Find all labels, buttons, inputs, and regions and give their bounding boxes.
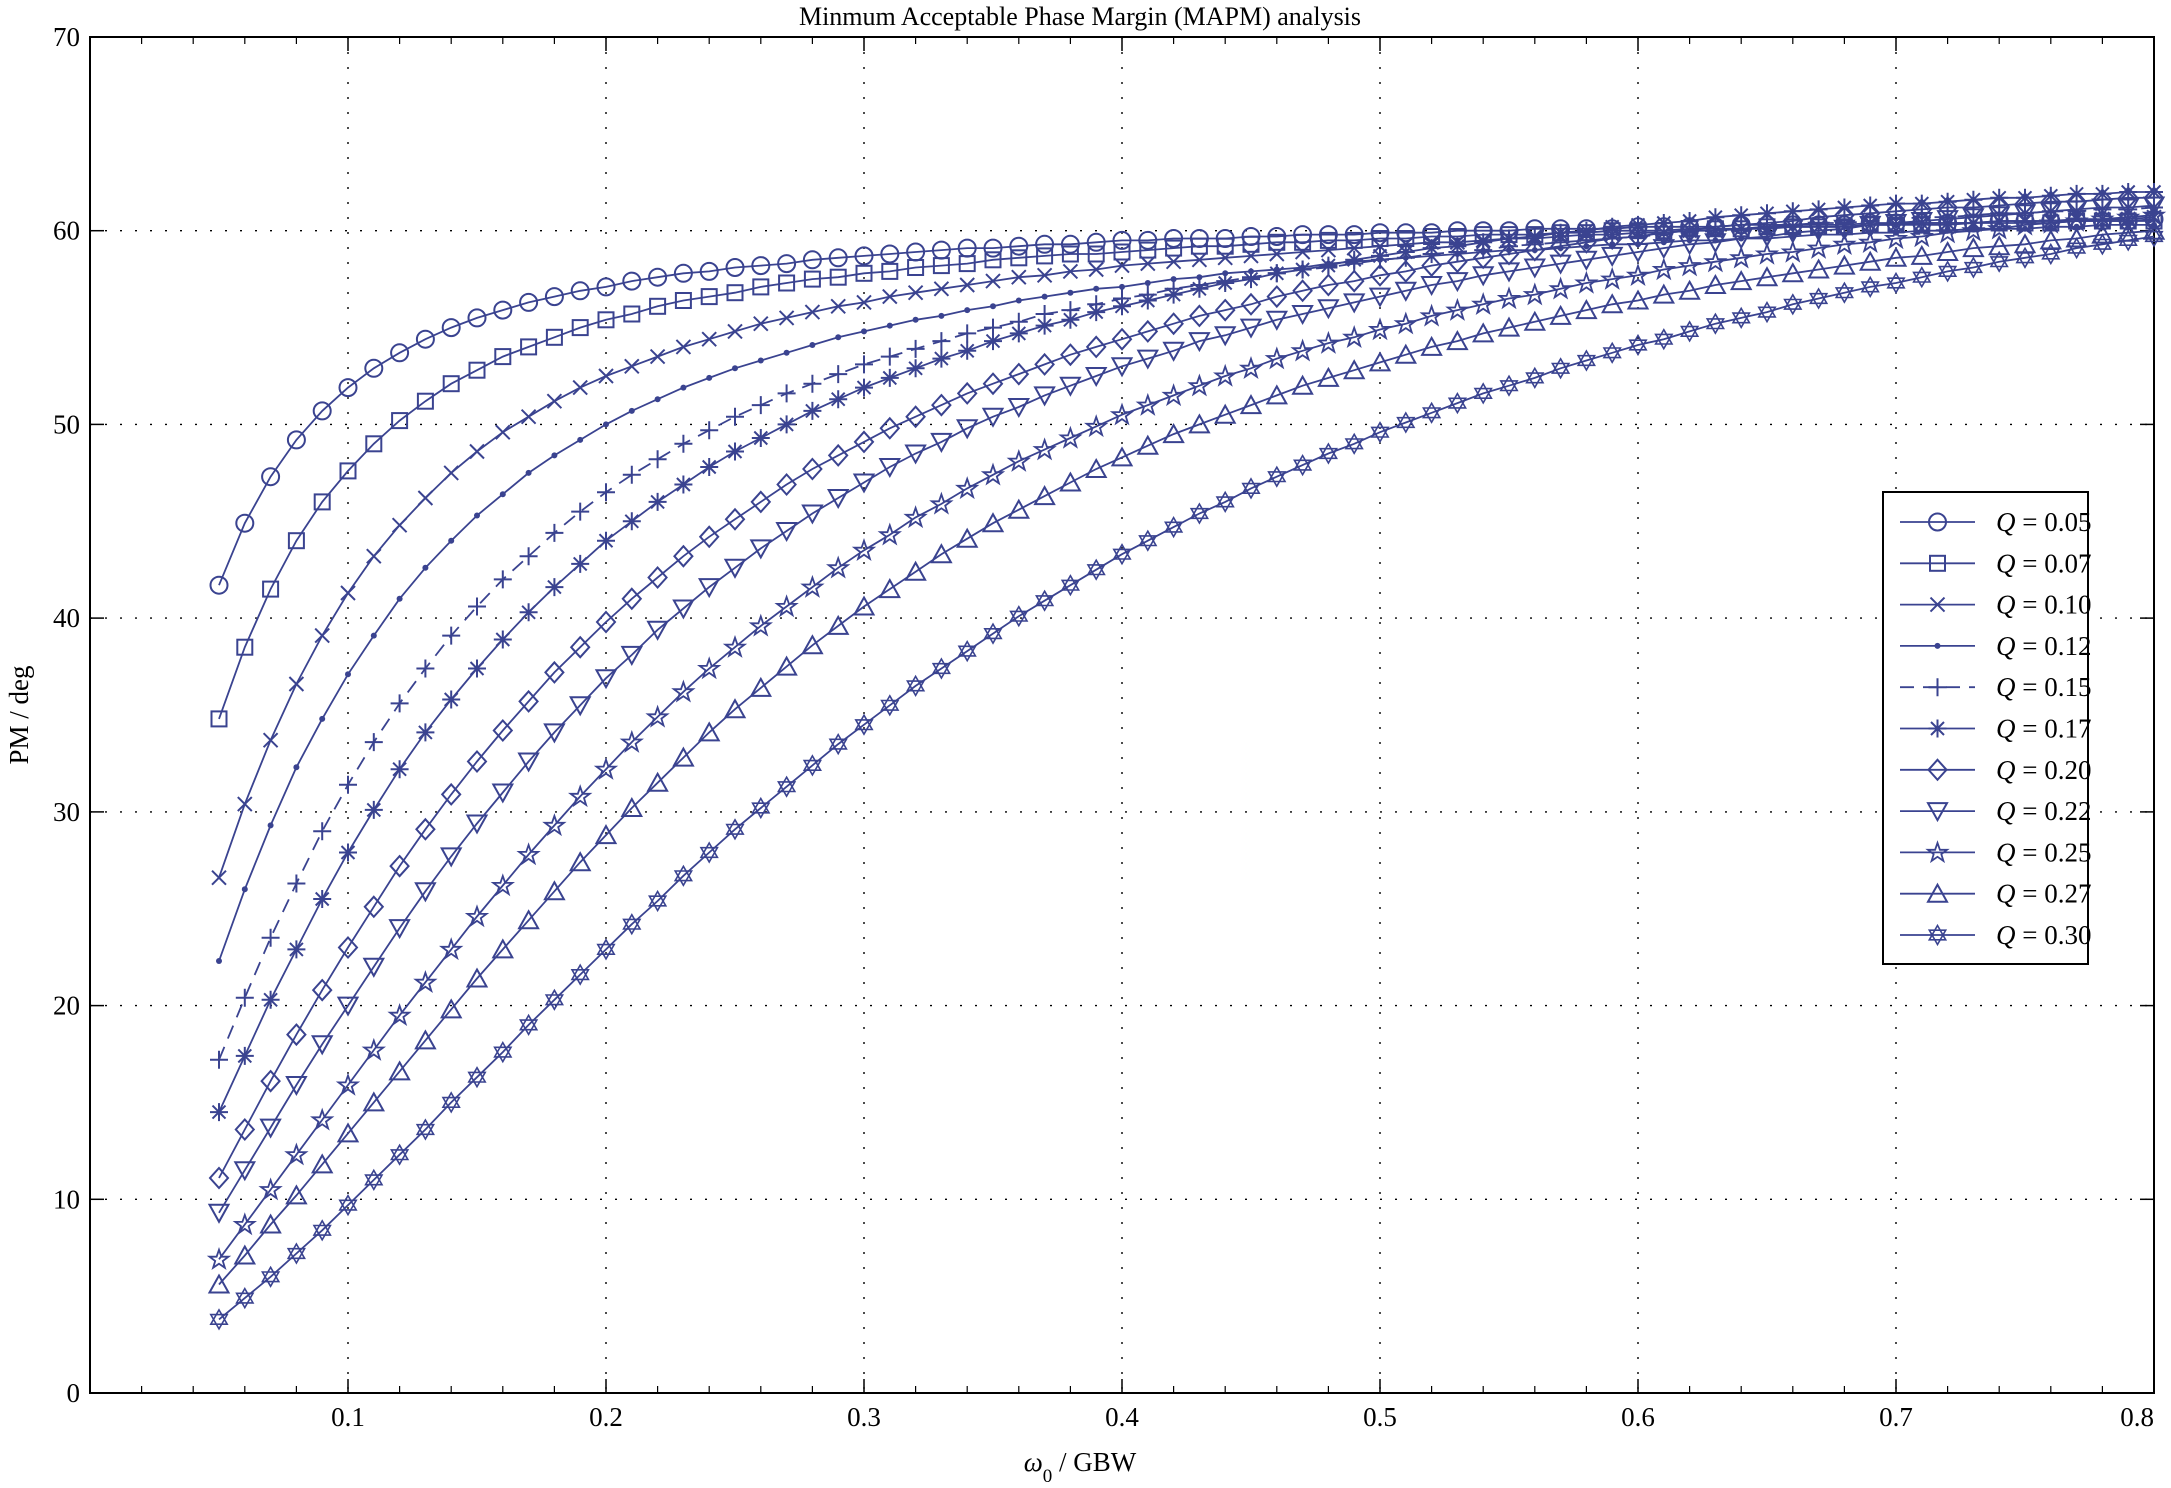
legend-item: Q = 0.17 — [1900, 714, 2091, 744]
legend-q-symbol: Q — [1996, 755, 2016, 785]
legend-q-value: = 0.30 — [2016, 920, 2092, 950]
legend-q-value: = 0.27 — [2016, 879, 2092, 909]
x-tick-label: 0.2 — [589, 1402, 623, 1432]
legend-item: Q = 0.10 — [1900, 590, 2091, 620]
y-tick-label: 70 — [53, 22, 80, 52]
legend-label: Q = 0.27 — [1996, 879, 2091, 909]
legend-q-value: = 0.17 — [2016, 714, 2092, 744]
legend-label: Q = 0.12 — [1996, 631, 2091, 661]
series-line-1 — [210, 212, 2163, 728]
legend-q-symbol: Q — [1996, 548, 2016, 578]
legend-q-value: = 0.22 — [2016, 796, 2092, 826]
legend-q-symbol: Q — [1996, 631, 2016, 661]
legend-q-symbol: Q — [1996, 507, 2016, 537]
x-tick-label: 0.5 — [1363, 1402, 1397, 1432]
legend-label: Q = 0.20 — [1996, 755, 2091, 785]
legend-label: Q = 0.22 — [1996, 796, 2091, 826]
series-line-8 — [206, 202, 2167, 1271]
legend: Q = 0.05Q = 0.07Q = 0.10Q = 0.12Q = 0.15… — [1882, 491, 2091, 965]
y-tick-labels: 0 10 20 30 40 50 60 70 — [53, 22, 80, 1408]
legend-label: Q = 0.05 — [1996, 507, 2091, 537]
legend-items: Q = 0.05Q = 0.07Q = 0.10Q = 0.12Q = 0.15… — [1900, 507, 2091, 950]
series-group — [206, 183, 2167, 1331]
legend-q-value: = 0.12 — [2016, 631, 2092, 661]
legend-q-value: = 0.10 — [2016, 590, 2092, 620]
legend-q-symbol: Q — [1996, 796, 2016, 826]
legend-label: Q = 0.25 — [1996, 837, 2091, 867]
legend-q-symbol: Q — [1996, 714, 2016, 744]
x-axis-subscript: 0 — [1043, 1466, 1053, 1487]
x-tick-label: 0.6 — [1621, 1402, 1655, 1432]
series-line-0 — [209, 209, 2164, 595]
series-line-2 — [211, 209, 2162, 886]
legend-q-symbol: Q — [1996, 837, 2016, 867]
x-axis-text: / GBW — [1052, 1447, 1137, 1477]
x-tick-label: 0.1 — [331, 1402, 365, 1432]
x-tick-label: 0.4 — [1105, 1402, 1139, 1432]
legend-label: Q = 0.15 — [1996, 672, 2091, 702]
y-tick-label: 0 — [67, 1378, 81, 1408]
series-line-10 — [209, 225, 2164, 1331]
series-line-5 — [210, 183, 2163, 1122]
legend-item: Q = 0.20 — [1900, 755, 2091, 785]
y-tick-label: 50 — [53, 409, 80, 439]
legend-q-symbol: Q — [1996, 879, 2016, 909]
legend-item: Q = 0.07 — [1900, 548, 2091, 578]
x-tick-labels: 0.1 0.2 0.3 0.4 0.5 0.6 0.7 0.8 — [331, 1402, 2154, 1432]
legend-q-symbol: Q — [1996, 590, 2016, 620]
legend-label: Q = 0.30 — [1996, 920, 2091, 950]
legend-q-value: = 0.07 — [2016, 548, 2092, 578]
legend-q-value: = 0.20 — [2016, 755, 2092, 785]
legend-q-symbol: Q — [1996, 920, 2016, 950]
legend-item: Q = 0.12 — [1900, 631, 2091, 661]
y-tick-label: 30 — [53, 797, 80, 827]
y-tick-label: 20 — [53, 991, 80, 1021]
legend-q-value: = 0.15 — [2016, 672, 2092, 702]
legend-item: Q = 0.05 — [1900, 507, 2091, 537]
legend-item: Q = 0.27 — [1900, 879, 2091, 909]
y-tick-label: 40 — [53, 603, 80, 633]
x-axis-symbol: ω — [1024, 1447, 1043, 1477]
series-line-6 — [208, 186, 2165, 1190]
legend-label: Q = 0.10 — [1996, 590, 2091, 620]
x-axis-label: ω0 / GBW — [1024, 1447, 1137, 1487]
y-tick-label: 10 — [53, 1184, 80, 1214]
x-tick-label: 0.3 — [847, 1402, 881, 1432]
x-tick-label: 0.7 — [1879, 1402, 1913, 1432]
chart-title: Minmum Acceptable Phase Margin (MAPM) an… — [799, 2, 1361, 31]
series-line-7 — [207, 196, 2166, 1224]
legend-item: Q = 0.15 — [1900, 672, 2091, 702]
y-tick-label: 60 — [53, 216, 80, 246]
legend-item: Q = 0.30 — [1900, 920, 2091, 950]
legend-label: Q = 0.17 — [1996, 714, 2091, 744]
legend-q-symbol: Q — [1996, 672, 2016, 702]
series-line-3 — [216, 221, 2157, 964]
legend-q-value: = 0.05 — [2016, 507, 2092, 537]
legend-label: Q = 0.07 — [1996, 548, 2091, 578]
legend-item: Q = 0.22 — [1900, 796, 2091, 826]
series-line-9 — [207, 219, 2166, 1294]
legend-q-value: = 0.25 — [2016, 837, 2092, 867]
x-tick-label: 0.8 — [2120, 1402, 2154, 1432]
legend-item: Q = 0.25 — [1900, 837, 2091, 867]
y-axis-label: PM / deg — [4, 665, 34, 764]
